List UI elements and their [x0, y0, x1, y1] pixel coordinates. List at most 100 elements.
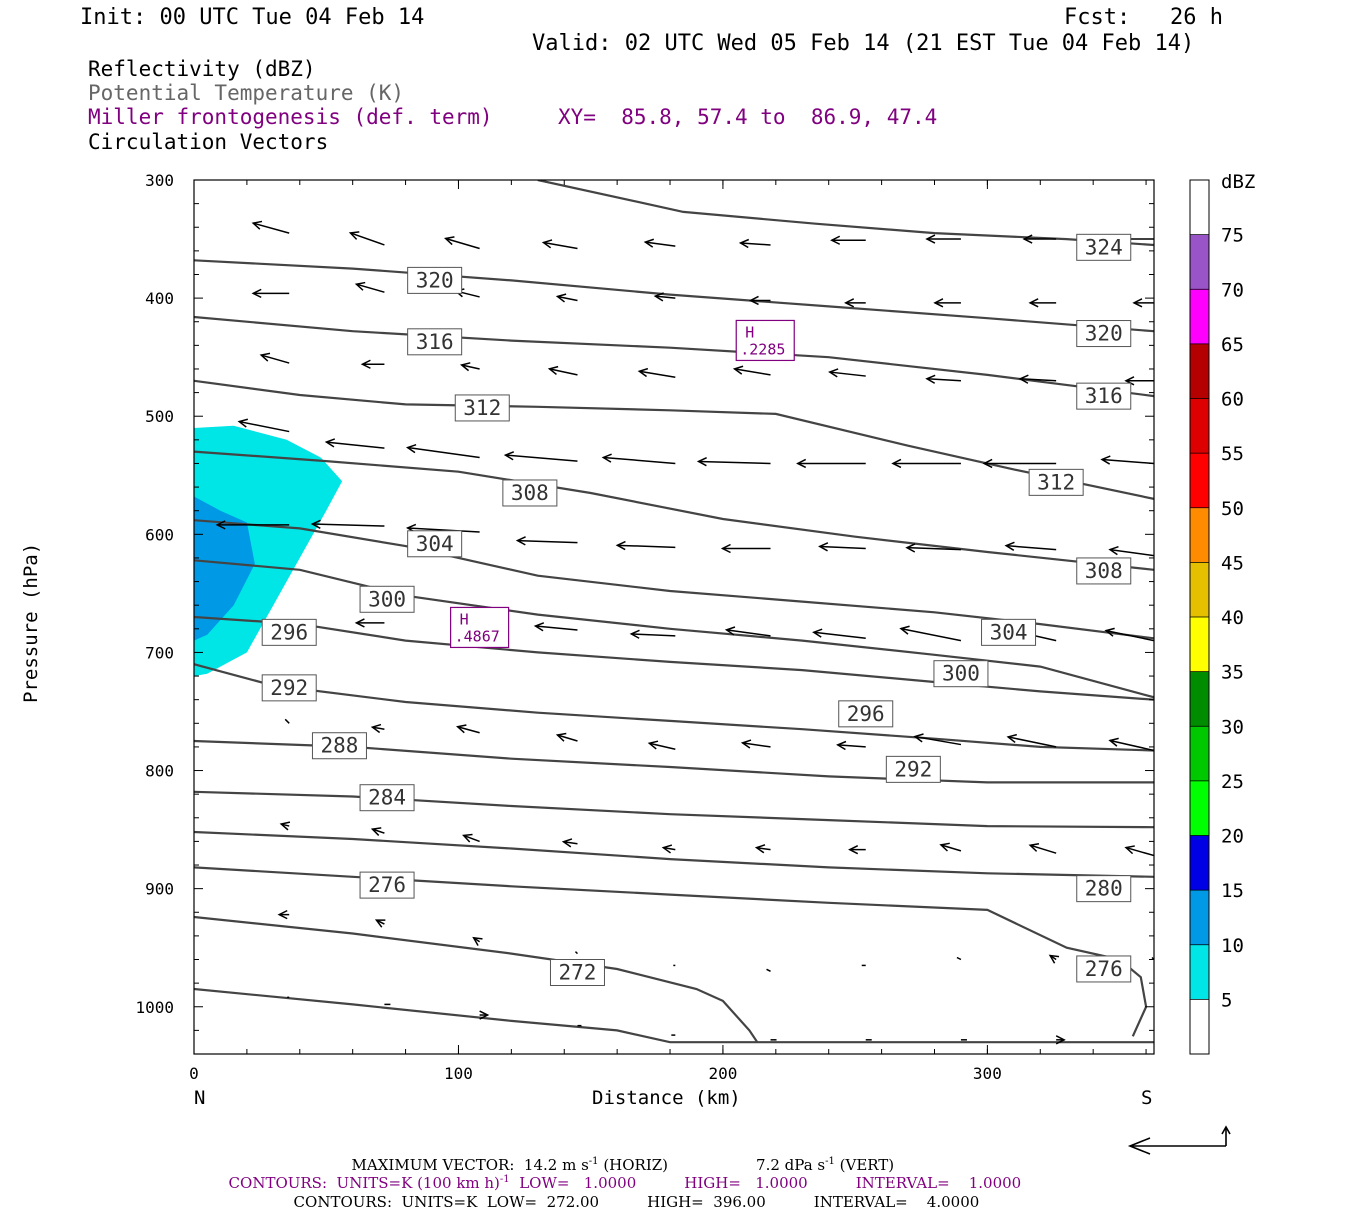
circulation-vector — [1048, 954, 1060, 964]
circulation-vector — [555, 732, 578, 742]
isentrope-label: 316 — [407, 328, 463, 356]
isentrope-312 — [194, 379, 1154, 500]
colorbar-label: 25 — [1221, 771, 1244, 793]
isentrope-label: 292 — [261, 674, 317, 702]
circulation-vector — [643, 238, 676, 248]
colorbar-swatch — [1190, 507, 1209, 563]
colorbar-label: 20 — [1221, 826, 1244, 848]
circulation-vector — [555, 293, 578, 303]
colorbar-swatch — [1190, 944, 1209, 1000]
isentrope-280 — [194, 830, 1154, 878]
circulation-vector — [456, 724, 480, 734]
isentrope-label: 300 — [933, 660, 989, 688]
colorbar-swatch — [1190, 617, 1209, 672]
circulation-vector — [766, 968, 771, 972]
frontogenesis-max-label: H.4867 — [450, 606, 510, 649]
circulation-vector — [515, 536, 578, 546]
svg-text:296: 296 — [847, 702, 885, 726]
colorbar-label: 30 — [1221, 716, 1244, 738]
circulation-vector — [324, 438, 385, 449]
y-tick-label: 500 — [145, 407, 174, 426]
circulation-vector — [547, 365, 578, 376]
circulation-vector — [574, 951, 579, 955]
circulation-vector — [629, 629, 676, 639]
field-theta: Potential Temperature (K) — [88, 81, 405, 105]
isentrope-272 — [194, 915, 759, 1043]
circulation-vector — [1124, 845, 1154, 857]
frontogenesis-max-label: H.2285 — [735, 319, 795, 362]
field-reflectivity: Reflectivity (dBZ) — [88, 57, 316, 81]
circulation-vector — [459, 362, 480, 372]
svg-text:284: 284 — [368, 786, 406, 810]
colorbar-label: 10 — [1221, 935, 1244, 957]
svg-text:296: 296 — [270, 620, 308, 644]
init-time: Init: 00 UTC Tue 04 Feb 14 — [80, 5, 425, 30]
y-tick-label: 600 — [145, 525, 174, 544]
isentrope-label: 304 — [407, 530, 463, 558]
svg-text:324: 324 — [1085, 235, 1123, 259]
circulation-vector — [1100, 455, 1154, 465]
reflectivity-5dbz-area — [194, 425, 343, 677]
circulation-vector — [1108, 737, 1154, 752]
svg-text:.2285: .2285 — [740, 340, 785, 358]
isentrope-label: 276 — [359, 871, 415, 899]
reference-vector-icon — [1127, 1125, 1231, 1155]
circulation-vector — [818, 542, 866, 552]
circulation-vector — [1055, 1035, 1066, 1045]
colorbar-swatch — [1190, 999, 1209, 1054]
colorbar-label: 40 — [1221, 607, 1244, 629]
circulation-vector — [905, 543, 961, 553]
cross-section-endpoints: XY= 85.8, 57.4 to 86.9, 47.4 — [558, 105, 938, 129]
isentrope-label: 296 — [838, 700, 894, 728]
circulation-vector — [370, 827, 385, 836]
circulation-vector — [405, 443, 480, 459]
isentrope-296 — [194, 615, 1154, 701]
colorbar-label: 35 — [1221, 662, 1244, 684]
svg-text:316: 316 — [1085, 384, 1123, 408]
footer-theta-contours: CONTOURS: UNITS=K LOW= 272.00 HIGH= 396.0… — [293, 1193, 980, 1211]
isentrope-316 — [194, 315, 1154, 398]
colorbar-label: 55 — [1221, 443, 1244, 465]
colorbar-swatch — [1190, 726, 1209, 781]
isentrope-label: 280 — [1076, 875, 1132, 903]
isentrope-label: 284 — [359, 784, 415, 812]
circulation-vector — [374, 919, 386, 928]
isentrope-label: 316 — [1076, 382, 1132, 410]
south-label: S — [1141, 1087, 1153, 1109]
isentrope-label: 320 — [1076, 320, 1132, 348]
y-tick-label: 800 — [145, 762, 174, 781]
circulation-vector — [740, 739, 771, 749]
svg-text:312: 312 — [463, 396, 501, 420]
isentrope-label: 320 — [407, 266, 463, 294]
colorbar-label: 75 — [1221, 225, 1244, 247]
isentrope-308 — [194, 450, 1154, 571]
field-frontogenesis: Miller frontogenesis (def. term) — [88, 105, 493, 129]
svg-text:292: 292 — [270, 676, 308, 700]
svg-text:304: 304 — [416, 532, 454, 556]
circulation-vector — [1018, 374, 1057, 384]
circulation-vector — [1006, 733, 1057, 748]
circulation-vector — [1028, 298, 1057, 308]
circulation-vector — [479, 1010, 490, 1020]
circulation-vector — [925, 374, 961, 384]
circulation-vector — [472, 936, 483, 946]
plot-frame — [193, 179, 1155, 1055]
circulation-vector — [812, 628, 866, 640]
x-axis-title: Distance (km) — [592, 1087, 741, 1109]
circulation-vector — [738, 238, 771, 249]
circulation-vector — [503, 451, 578, 462]
circulation-vector — [830, 235, 866, 245]
circulation-vector — [1004, 541, 1057, 551]
circulation-vector — [720, 543, 771, 554]
svg-text:276: 276 — [1085, 957, 1123, 981]
circulation-vector — [913, 733, 962, 746]
svg-text:312: 312 — [1037, 470, 1075, 494]
svg-text:300: 300 — [368, 587, 406, 611]
svg-text:316: 316 — [416, 330, 454, 354]
footer-frontogenesis-contours: CONTOURS: UNITS=K (100 km h)-1 LOW= 1.00… — [228, 1174, 1022, 1192]
circulation-vector — [541, 239, 578, 250]
isentrope-label: 312 — [1028, 468, 1084, 496]
circulation-vector — [279, 821, 291, 831]
circulation-vector — [844, 298, 866, 308]
isentrope-label: 304 — [981, 618, 1037, 646]
